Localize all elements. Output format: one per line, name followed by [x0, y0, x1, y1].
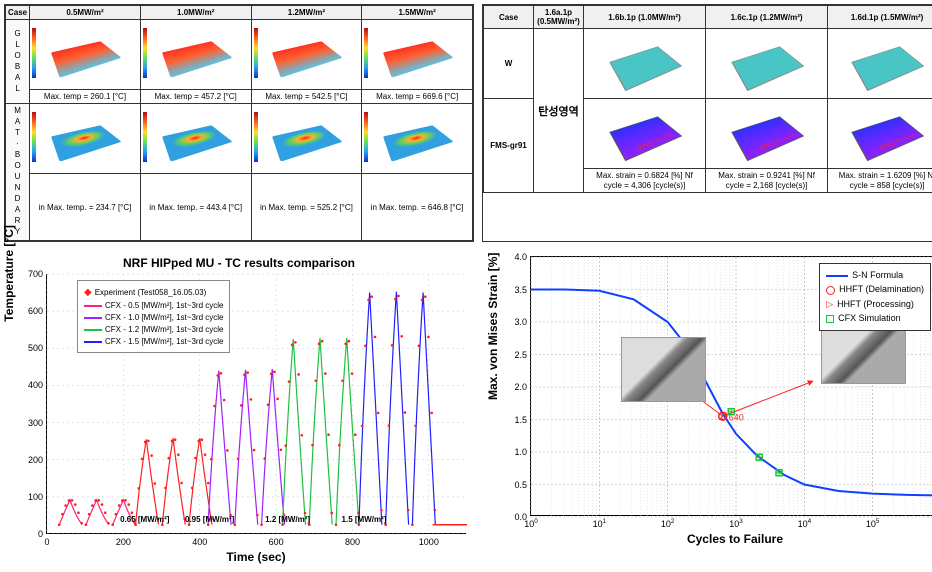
- w-cell-2: [828, 29, 932, 99]
- legend-br: S-N FormulaHHFT (Delamination)▷HHFT (Pro…: [819, 263, 931, 331]
- strain-table: Case 1.6a.1p (0.5MW/m²) 1.6b.1p (1.0MW/m…: [482, 4, 932, 242]
- global-sim-3: [362, 20, 473, 90]
- y-axis-label-br: Max. von Mises Strain [%]: [486, 253, 500, 400]
- boundary-sim-3: [362, 104, 473, 174]
- chart-title: NRF HIPped MU - TC results comparison: [12, 256, 466, 270]
- w-row-label: W: [484, 29, 534, 99]
- fms-row-label: FMS-gr91: [484, 99, 534, 193]
- fms-cell-0: 경계층 위 node: [584, 99, 706, 169]
- y-axis-label: Temperature [°C]: [2, 225, 16, 322]
- inset-photo-left: [621, 337, 706, 402]
- legend: ◆Experiment (Test058_16.05.03)CFX - 0.5 …: [77, 280, 230, 353]
- fms-cell-1: 경계층 위 node: [706, 99, 828, 169]
- case-header: Case: [6, 6, 30, 20]
- strain-0: Max. strain = 0.6824 [%] Nf cycle = 4,30…: [584, 169, 706, 193]
- global-sim-1: [140, 20, 251, 90]
- fms-cell-2: 경계층 위 node: [828, 99, 932, 169]
- global-sim-2: [251, 20, 362, 90]
- w-cell-1: [706, 29, 828, 99]
- strain-2: Max. strain = 1.6209 [%] Nf cycle = 858 …: [828, 169, 932, 193]
- x-axis-label: Time (sec): [46, 550, 466, 564]
- boundary-sim-0: [30, 104, 141, 174]
- boundary-row-label: MAT·BOUNDARY: [6, 104, 30, 241]
- boundary-sim-1: [140, 104, 251, 174]
- elastic-label: 탄성영역: [534, 29, 584, 193]
- boundary-sim-2: [251, 104, 362, 174]
- sn-curve-chart: Max. von Mises Strain [%] 640 S-N Formul…: [482, 250, 932, 568]
- global-temp-table: Case 0.5MW/m² 1.0MW/m² 1.2MW/m² 1.5MW/m²…: [4, 4, 474, 242]
- global-sim-0: [30, 20, 141, 90]
- tc-results-chart: NRF HIPped MU - TC results comparison Te…: [4, 250, 474, 568]
- w-cell-0: [584, 29, 706, 99]
- strain-1: Max. strain = 0.9241 [%] Nf cycle = 2,16…: [706, 169, 828, 193]
- x-axis-label-br: Cycles to Failure: [530, 532, 932, 546]
- global-row-label: GLOBAL: [6, 20, 30, 104]
